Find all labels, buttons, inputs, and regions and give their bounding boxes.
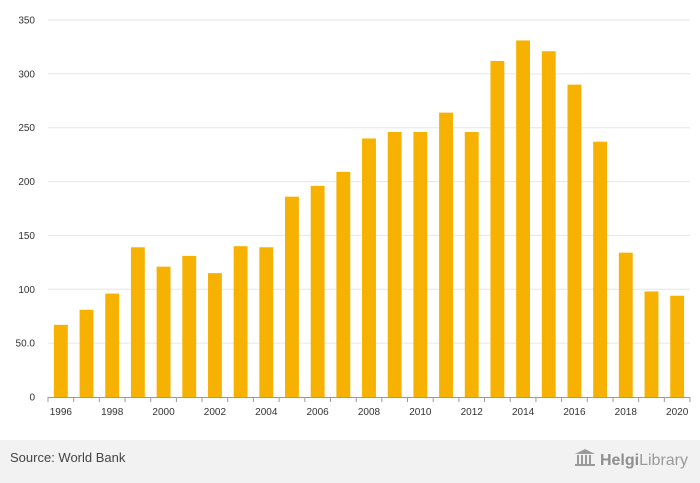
y-tick-label: 100	[18, 285, 35, 296]
x-tick-label: 2002	[204, 407, 227, 418]
bar-2008	[362, 138, 376, 397]
bar-2016	[567, 84, 582, 397]
y-tick-label: 0	[29, 393, 35, 404]
y-tick-label: 350	[18, 16, 35, 27]
x-tick-label: 2018	[615, 407, 638, 418]
bar-2004	[259, 247, 274, 397]
bar-2001	[182, 255, 197, 397]
bar-2006	[310, 185, 325, 397]
y-tick-label: 300	[18, 69, 35, 80]
bar-1999	[130, 247, 145, 397]
x-tick-label: 2004	[255, 407, 278, 418]
x-tick-label: 2012	[461, 407, 484, 418]
bar-2002	[207, 273, 222, 397]
x-tick-label: 1996	[50, 407, 73, 418]
x-tick-label: 2010	[409, 407, 432, 418]
bar-2013	[490, 60, 505, 397]
y-tick-label: 50.0	[16, 339, 36, 350]
bars	[53, 40, 685, 398]
bar-2012	[464, 132, 479, 397]
bar-2018	[618, 252, 633, 397]
x-axis-tick-labels: 1996 1998 2000 2002 2004 2006 2008 2010 2012 2014…	[50, 407, 689, 418]
bar-1996	[53, 324, 68, 397]
logo-text-strong: Helgi	[599, 451, 640, 469]
bar-2000	[156, 266, 171, 397]
x-tick-label: 2020	[666, 407, 689, 418]
bar-2003	[233, 246, 248, 397]
bar-2007	[336, 171, 351, 397]
bar-2009	[387, 132, 402, 397]
y-axis-tick-labels: 0 50.0 100 150 200 250 300 350	[16, 16, 36, 404]
bar-2005	[285, 196, 299, 397]
x-tick-label: 2014	[512, 407, 535, 418]
x-tick-label: 2016	[563, 407, 586, 418]
source-text: Source: World Bank	[10, 450, 126, 465]
x-axis-tick-marks	[47, 397, 691, 402]
x-tick-label: 2006	[307, 407, 330, 418]
bar-2015	[541, 51, 556, 397]
y-tick-label: 250	[18, 123, 35, 134]
bar-2019	[644, 291, 659, 397]
x-tick-label: 2008	[358, 407, 381, 418]
y-tick-label: 200	[18, 177, 35, 188]
bar-2020	[670, 295, 685, 397]
bar-1997	[79, 309, 94, 397]
bar-2014	[516, 40, 531, 398]
footer: Source: World Bank HelgiLibrary	[0, 440, 700, 483]
logo-text-rest: Library	[639, 451, 688, 469]
x-tick-label: 2000	[152, 407, 175, 418]
x-tick-label: 1998	[101, 407, 124, 418]
bar-1998	[105, 293, 120, 397]
library-building-icon	[574, 449, 596, 472]
bar-2017	[593, 141, 608, 397]
bar-chart: 0 50.0 100 150 200 250 300 350 1996 1998 2000 2002…	[16, 16, 691, 418]
y-tick-label: 150	[18, 231, 35, 242]
helgi-library-logo: HelgiLibrary	[574, 449, 688, 472]
bar-2010	[413, 132, 428, 397]
bar-2011	[439, 112, 453, 398]
